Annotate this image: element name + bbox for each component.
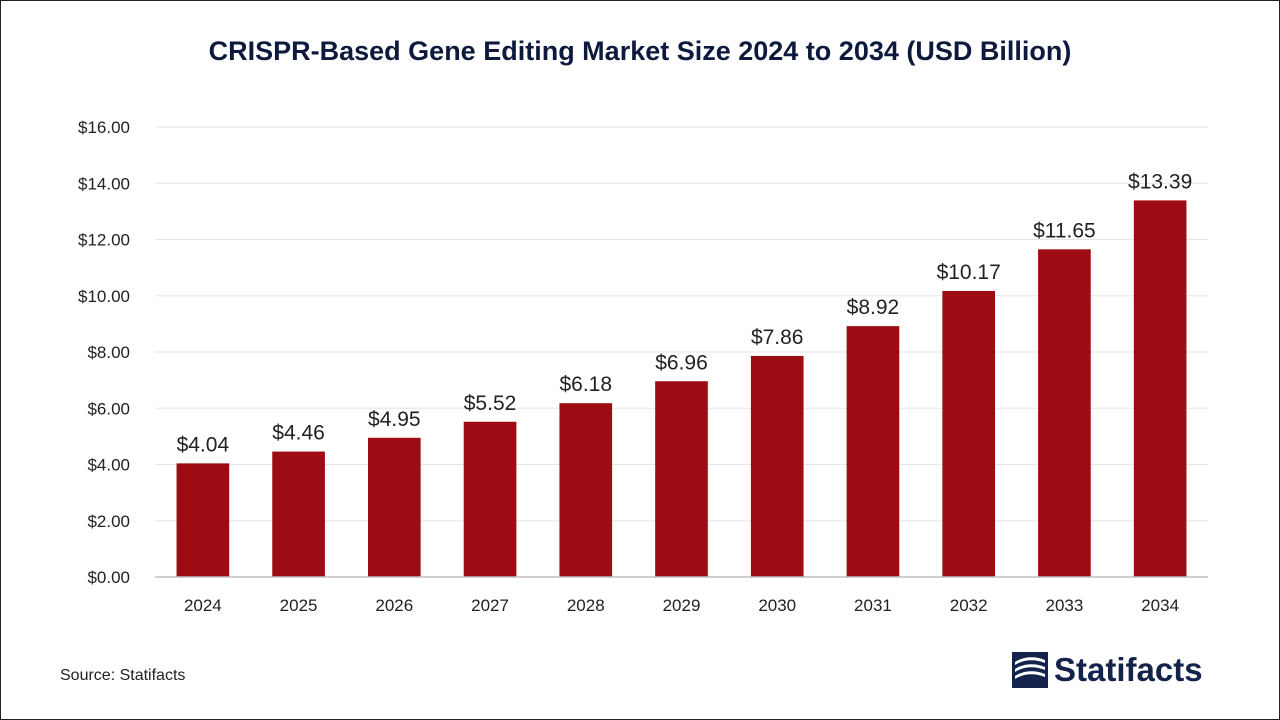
y-tick-label: $0.00 [87, 568, 130, 587]
bar [750, 355, 804, 577]
data-label: $4.95 [368, 408, 421, 431]
data-label: $6.18 [559, 373, 612, 396]
data-label: $5.52 [464, 392, 517, 415]
x-tick-label: 2027 [471, 596, 509, 615]
y-tick-label: $10.00 [78, 287, 130, 306]
brand-logo: Statifacts [1012, 650, 1203, 690]
data-label: $8.92 [847, 296, 900, 319]
y-tick-label: $2.00 [87, 512, 130, 531]
source-note: Source: Statifacts [60, 667, 186, 684]
chart-title: CRISPR-Based Gene Editing Market Size 20… [208, 36, 1072, 66]
x-tick-label: 2030 [758, 596, 796, 615]
x-tick-label: 2028 [567, 596, 605, 615]
x-tick-label: 2025 [280, 596, 318, 615]
bar [463, 421, 517, 577]
data-label: $10.17 [937, 261, 1001, 284]
bar [1038, 249, 1091, 577]
data-label: $4.04 [177, 433, 230, 456]
y-tick-label: $14.00 [78, 174, 130, 193]
data-label: $4.46 [272, 422, 325, 445]
data-label: $11.65 [1033, 219, 1096, 242]
bar [176, 463, 230, 577]
x-tick-label: 2034 [1141, 596, 1179, 615]
y-tick-label: $16.00 [78, 118, 130, 137]
y-tick-label: $8.00 [87, 343, 130, 362]
y-tick-label: $6.00 [87, 399, 130, 418]
data-label: $13.39 [1128, 170, 1192, 193]
x-tick-label: 2031 [854, 596, 892, 615]
brand-name: Statifacts [1054, 651, 1203, 688]
bar [942, 290, 996, 577]
statifacts-logo-icon [1012, 652, 1048, 688]
x-tick-label: 2029 [663, 596, 701, 615]
y-tick-label: $12.00 [78, 231, 130, 250]
bar [559, 403, 613, 577]
y-tick-label: $4.00 [87, 456, 130, 475]
bar [367, 437, 421, 577]
x-tick-label: 2033 [1045, 596, 1083, 615]
data-label: $6.96 [655, 351, 708, 374]
x-tick-label: 2024 [184, 596, 222, 615]
x-tick-label: 2032 [950, 596, 988, 615]
bar [655, 381, 708, 577]
bar [846, 326, 900, 577]
bar [1133, 200, 1187, 577]
x-tick-label: 2026 [375, 596, 413, 615]
bar [272, 451, 325, 577]
data-label: $7.86 [751, 326, 804, 349]
